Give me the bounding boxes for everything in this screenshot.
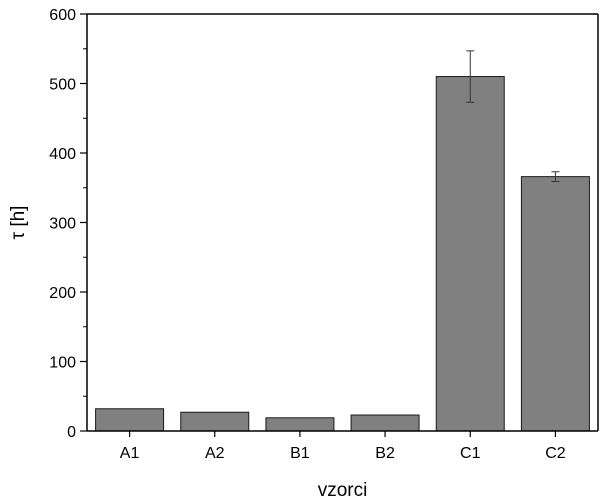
axes-group xyxy=(80,13,599,437)
bar-C1 xyxy=(435,76,505,432)
bar-A1 xyxy=(95,408,165,432)
y-tick-label-200: 200 xyxy=(49,285,76,302)
y-tick-label-500: 500 xyxy=(49,77,76,94)
y-axis-title: τ [h] xyxy=(8,206,29,240)
y-tick-label-600: 600 xyxy=(49,7,76,24)
bar-B2 xyxy=(350,414,420,432)
x-axis-title: vzorci xyxy=(318,480,368,501)
x-tick-label-A1: A1 xyxy=(120,445,140,462)
x-tick-label-B1: B1 xyxy=(290,445,310,462)
y-tick-label-100: 100 xyxy=(49,355,76,372)
x-tick-label-C1: C1 xyxy=(460,445,481,462)
y-tick-label-300: 300 xyxy=(49,216,76,233)
x-tick-label-A2: A2 xyxy=(205,445,225,462)
bar-C2 xyxy=(520,176,590,432)
bars-group xyxy=(95,76,590,432)
x-tick-label-B2: B2 xyxy=(375,445,395,462)
bar-B1 xyxy=(265,417,335,432)
bar-A2 xyxy=(180,411,250,432)
error-bars-group xyxy=(466,50,560,182)
x-tick-label-C2: C2 xyxy=(545,445,566,462)
tick-labels-group: A1 A2 B1 B2 C1 C2 0 100 200 300 400 500 600 xyxy=(49,7,565,462)
y-tick-label-400: 400 xyxy=(49,146,76,163)
y-tick-label-0: 0 xyxy=(67,424,76,441)
